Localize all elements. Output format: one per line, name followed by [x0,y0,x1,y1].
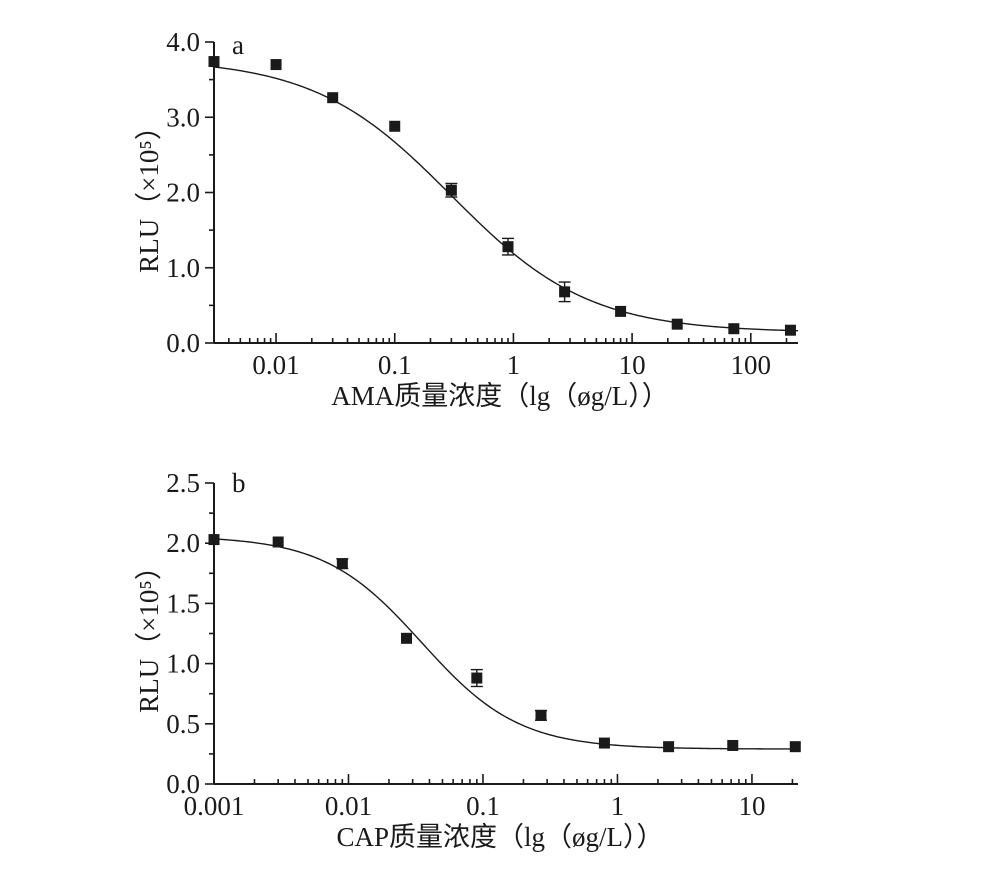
data-point-a [559,286,571,298]
y-tick-label-a: 4.0 [166,27,200,57]
data-point-b [336,558,348,570]
x-tick-label-b: 0.1 [466,791,500,821]
data-point-a [389,120,401,132]
y-tick-label-b: 2.0 [166,528,200,558]
data-point-a [327,92,339,104]
data-point-b [208,534,220,546]
data-point-a [445,184,457,196]
data-point-b [272,536,284,548]
x-tick-label-b: 0.01 [325,791,372,821]
fit-curve-b [213,538,798,750]
y-tick-label-b: 1.5 [166,588,200,618]
x-tick-label-b: 1 [611,791,625,821]
y-tick-label-b: 2.5 [166,468,200,498]
x-tick-label-a: 0.01 [252,350,299,380]
x-tick-label-b: 10 [738,791,765,821]
chart-panel-b: b RLU（×10⁵） CAP质量浓度（lg（øg/L）） 0.0 0.5 1.0 1… [134,468,801,852]
data-point-a [270,59,282,71]
y-tick-label-a: 0.0 [166,328,200,358]
data-point-a [502,241,514,253]
x-axis-label-b: CAP质量浓度（lg（øg/L）） [336,822,663,852]
data-point-b [598,737,610,749]
data-point-b [535,709,547,721]
y-tick-label-a: 2.0 [166,178,200,208]
x-tick-label-a: 1 [507,350,521,380]
data-point-b [471,672,483,684]
panel-label-a: a [232,30,244,60]
x-tick-label-a: 0.1 [378,350,412,380]
y-tick-label-b: 0.0 [166,769,200,799]
x-tick-label-b: 0.001 [184,791,245,821]
y-axis-label-a: RLU（×10⁵） [134,113,164,273]
x-tick-label-a: 100 [731,350,772,380]
x-tick-label-a: 10 [619,350,646,380]
x-axis-label-a: AMA质量浓度（lg（øg/L）） [331,381,669,411]
y-tick-label-a: 1.0 [166,253,200,283]
data-point-b [663,741,675,753]
data-point-a [784,324,796,336]
data-point-b [789,741,801,753]
chart-panel-a: a RLU（×10⁵） AMA质量浓度（lg（øg/L）） 0.0 1.0 2.0 3… [134,27,799,411]
fit-curve-a [213,66,799,332]
data-point-a [671,318,683,330]
data-point-b [401,632,413,644]
y-tick-label-b: 1.0 [166,649,200,679]
data-point-a [728,323,740,335]
y-tick-label-b: 0.5 [166,709,200,739]
panel-label-b: b [232,468,246,498]
y-axis-label-b: RLU（×10⁵） [134,553,164,713]
data-point-a [208,56,220,68]
y-tick-label-a: 3.0 [166,102,200,132]
data-point-a [615,305,627,317]
data-point-b [727,739,739,751]
